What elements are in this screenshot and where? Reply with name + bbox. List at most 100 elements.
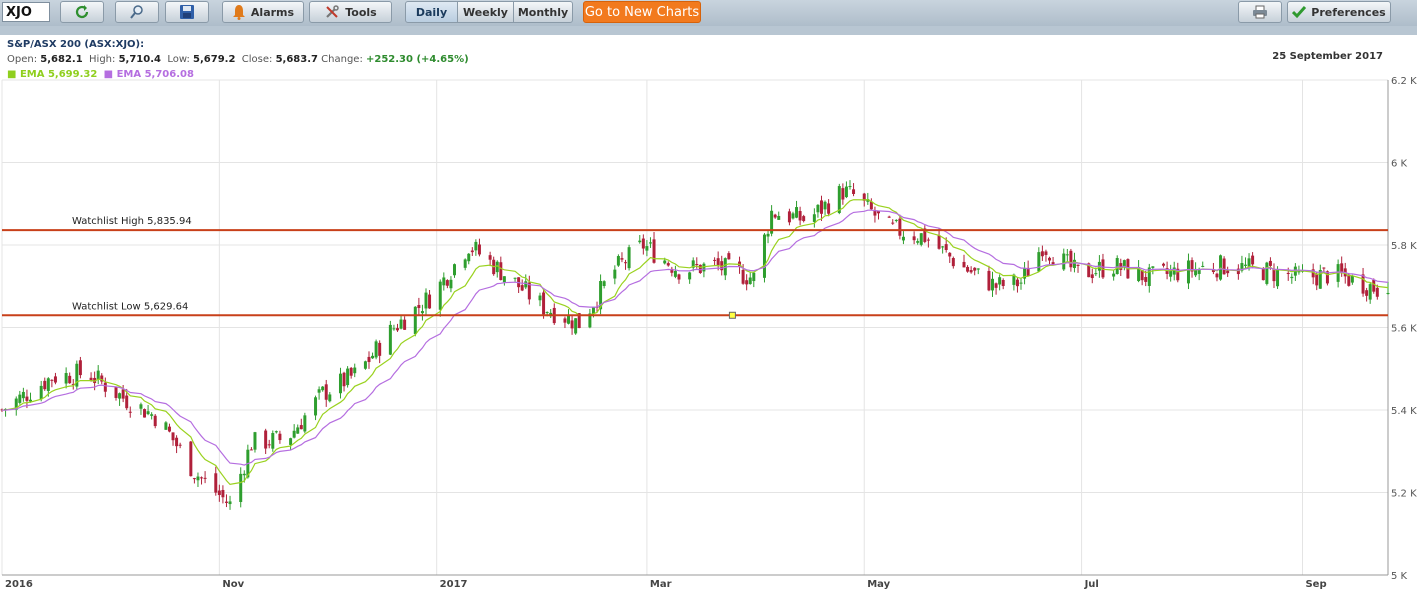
candle-body [762, 234, 766, 278]
x-tick-label: Mar [650, 579, 672, 590]
candle-body [1023, 267, 1027, 279]
candle-body [399, 319, 403, 329]
candle-body [1261, 268, 1265, 281]
candle-body [1090, 274, 1094, 279]
candle-body [1222, 258, 1226, 275]
candlestick-chart[interactable]: 5 K 5.2 K 5.4 K 5.6 K 5.8 K 6 K 6.2 K 2016 Nov 20… [0, 35, 1417, 590]
watchlist-label: Watchlist Low 5,629.64 [72, 301, 188, 312]
candle-body [620, 258, 624, 260]
refresh-button[interactable] [60, 1, 104, 23]
candle-body [819, 200, 823, 214]
candle-body [577, 313, 581, 329]
y-tick-label: 6 K [1391, 159, 1408, 170]
candle-body [652, 239, 656, 263]
candle-body [869, 201, 873, 210]
candle-body [841, 188, 845, 200]
ema-legend: ■ EMA 5,699.32 ■ EMA 5,706.08 [7, 67, 469, 82]
tools-button[interactable]: Tools [309, 1, 392, 23]
candle-body [1215, 273, 1219, 278]
candle-body [68, 375, 72, 384]
candle-body [221, 489, 225, 498]
candle-body [766, 233, 770, 237]
candle-body [827, 203, 831, 214]
candle-body [50, 379, 54, 381]
preferences-button[interactable]: Preferences [1287, 1, 1391, 23]
alarms-button[interactable]: Alarms [222, 1, 304, 23]
candle-body [1268, 260, 1272, 266]
candle-body [1015, 279, 1019, 287]
candle-body [567, 315, 571, 324]
candle-body [378, 342, 382, 356]
candle-body [1201, 265, 1205, 267]
candle-body [524, 281, 528, 288]
preferences-label: Preferences [1311, 5, 1386, 19]
candle-body [164, 422, 168, 430]
candle-body [862, 193, 866, 201]
ema-line-1 [1, 199, 1389, 486]
x-tick-label: Sep [1305, 579, 1326, 590]
candle-body [438, 281, 442, 310]
candle-body [695, 264, 699, 266]
toolbar: XJO Alarms Tools Daily Weekly Monthly Go… [0, 0, 1417, 26]
candle-body [887, 216, 891, 218]
candle-body [253, 432, 257, 450]
candle-body [773, 214, 777, 218]
candle-body [14, 398, 18, 410]
candle-body [303, 415, 307, 432]
ema2-legend: ■ EMA 5,706.08 [103, 69, 194, 80]
symbol-input[interactable]: XJO [2, 2, 50, 22]
candle-body [777, 215, 781, 220]
print-button[interactable] [1238, 1, 1282, 23]
candle-body [143, 409, 147, 418]
candle-body [274, 431, 278, 433]
candle-body [371, 355, 375, 359]
new-charts-button[interactable]: Go to New Charts [583, 1, 701, 23]
candle-body [901, 236, 905, 241]
candle-body [1375, 287, 1379, 297]
bell-icon [232, 5, 245, 20]
candle-body [192, 478, 196, 480]
candle-body [363, 361, 367, 369]
chart-area[interactable]: 5 K 5.2 K 5.4 K 5.6 K 5.8 K 6 K 6.2 K 2016 Nov 20… [0, 35, 1417, 590]
candle-body [787, 211, 791, 223]
zoom-button[interactable] [115, 1, 159, 23]
candle-body [1001, 279, 1005, 287]
candle-body [691, 260, 695, 268]
candle-body [449, 279, 453, 289]
open-value: 5,682.1 [40, 54, 83, 65]
candle-body [249, 449, 253, 451]
candle-body [403, 319, 407, 330]
candle-body [1101, 259, 1105, 278]
candle-body [499, 262, 503, 280]
candle-body [941, 246, 945, 248]
candle-body [342, 372, 346, 387]
printer-icon [1253, 5, 1267, 19]
period-monthly-button[interactable]: Monthly [513, 1, 573, 23]
magnifier-icon [130, 5, 143, 19]
y-tick-label: 5.8 K [1391, 241, 1417, 252]
candle-body [876, 211, 880, 214]
candle-body [991, 278, 995, 291]
candle-body [926, 239, 930, 241]
candle-body [802, 216, 806, 222]
candle-body [125, 395, 129, 409]
candle-body [1040, 251, 1044, 257]
candle-body [1386, 292, 1390, 294]
candle-body [1368, 284, 1372, 300]
candle-body [1243, 264, 1247, 266]
save-button[interactable] [165, 1, 209, 23]
checkmark-icon [1292, 6, 1307, 19]
candle-body [289, 438, 293, 445]
candle-body [488, 255, 492, 260]
candle-body [1372, 279, 1376, 292]
candle-body [175, 437, 179, 447]
candle-body [645, 246, 649, 251]
candle-body [78, 360, 82, 376]
candle-body [21, 391, 25, 399]
candle-body [1062, 253, 1066, 270]
candle-body [1122, 260, 1126, 267]
candle-body [1076, 264, 1080, 266]
close-value: 5,683.7 [275, 54, 318, 65]
period-weekly-button[interactable]: Weekly [457, 1, 514, 23]
period-daily-button[interactable]: Daily [405, 1, 458, 23]
